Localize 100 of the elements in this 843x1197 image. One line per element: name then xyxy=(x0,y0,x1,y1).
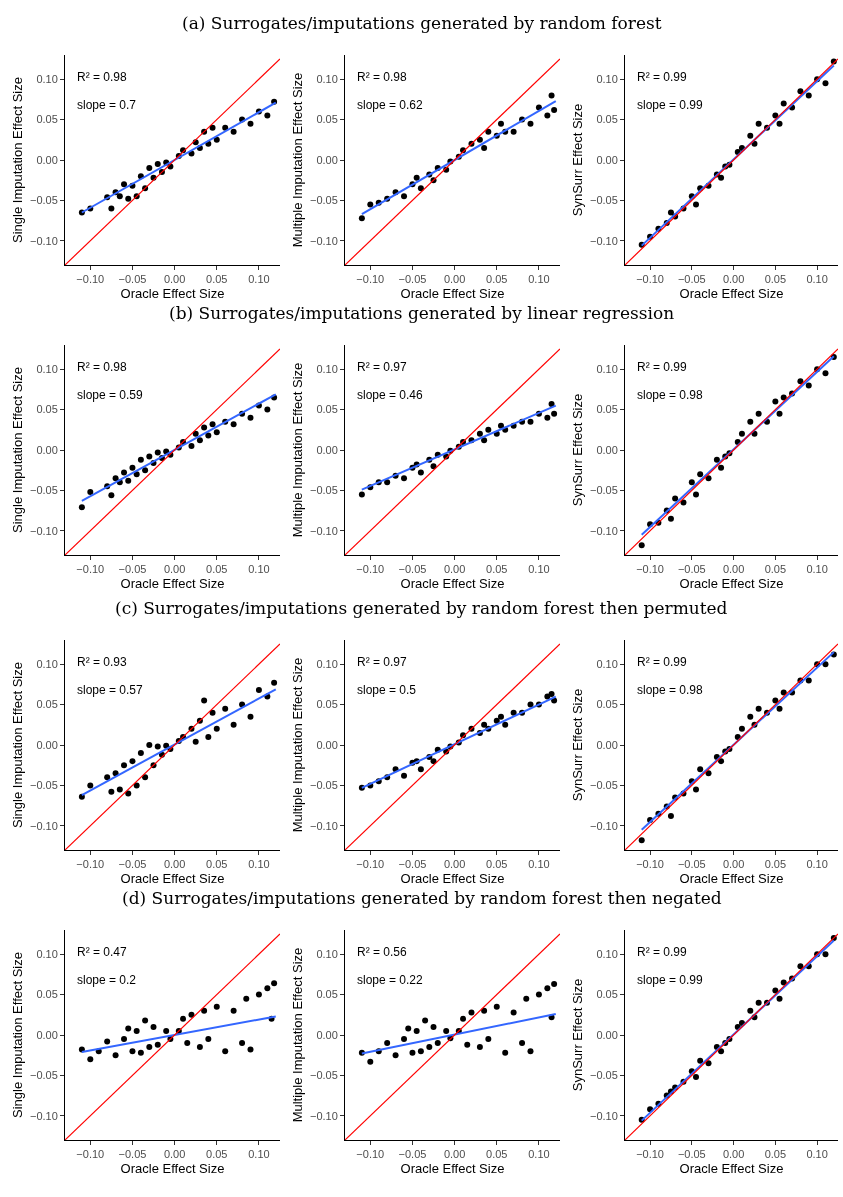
annotation: slope = 0.2 xyxy=(77,973,137,987)
x-tick-label: −0.05 xyxy=(677,858,706,871)
annotation: slope = 0.7 xyxy=(77,98,137,112)
x-tick-label: −0.10 xyxy=(356,563,385,576)
x-tick-label: −0.10 xyxy=(76,273,105,286)
x-axis-title: Oracle Effect Size xyxy=(400,870,505,886)
y-axis-title: SynSurr Effect Size xyxy=(569,103,585,217)
x-tick-label: 0.00 xyxy=(443,273,466,286)
annotation: R² = 0.99 xyxy=(637,655,688,669)
y-tick-label: 0.10 xyxy=(596,363,618,376)
x-tick-label: −0.10 xyxy=(636,858,664,871)
x-axis-title: Oracle Effect Size xyxy=(400,575,505,591)
y-tick-label: −0.10 xyxy=(29,524,58,537)
x-tick-label: 0.10 xyxy=(806,273,828,286)
annotation: R² = 0.98 xyxy=(77,70,128,84)
x-axis-title: Oracle Effect Size xyxy=(120,1160,225,1176)
y-axis-title: SynSurr Effect Size xyxy=(569,688,585,802)
y-tick-label: 0.10 xyxy=(316,658,338,671)
y-tick-label: 0.00 xyxy=(36,153,58,166)
x-tick-label: −0.05 xyxy=(398,858,427,871)
x-axis-title: Oracle Effect Size xyxy=(679,870,784,886)
x-tick-label: 0.05 xyxy=(206,563,228,576)
x-tick-label: 0.10 xyxy=(806,858,828,871)
x-tick-label: −0.05 xyxy=(398,563,427,576)
y-tick-label: 0.05 xyxy=(36,403,58,416)
x-tick-label: 0.00 xyxy=(443,858,466,871)
y-axis-title: Multiple Imputation Effect Size xyxy=(289,657,305,833)
x-tick-label: 0.00 xyxy=(163,273,186,286)
y-tick-label: −0.05 xyxy=(29,194,58,207)
y-tick-label: −0.05 xyxy=(309,779,338,792)
y-tick-label: 0.05 xyxy=(596,988,618,1001)
x-axis-title: Oracle Effect Size xyxy=(679,1160,784,1176)
y-tick-label: 0.00 xyxy=(316,738,338,751)
y-tick-label: −0.10 xyxy=(309,524,338,537)
y-tick-label: 0.00 xyxy=(596,738,618,751)
y-tick-label: −0.10 xyxy=(589,819,618,832)
x-tick-label: −0.05 xyxy=(118,858,147,871)
y-tick-label: 0.05 xyxy=(316,988,338,1001)
y-tick-label: −0.05 xyxy=(309,1069,338,1082)
y-tick-label: −0.10 xyxy=(29,819,58,832)
x-tick-label: 0.10 xyxy=(806,1148,828,1161)
y-tick-label: 0.00 xyxy=(596,1028,618,1041)
x-axis-title: Oracle Effect Size xyxy=(120,285,225,301)
x-tick-label: −0.05 xyxy=(118,563,147,576)
x-tick-label: 0.05 xyxy=(486,858,508,871)
annotation: R² = 0.56 xyxy=(357,945,408,959)
annotation: R² = 0.99 xyxy=(637,360,688,374)
y-tick-label: 0.10 xyxy=(596,948,618,961)
y-tick-label: 0.00 xyxy=(596,443,618,456)
x-tick-label: 0.10 xyxy=(528,273,550,286)
y-tick-label: 0.10 xyxy=(36,658,58,671)
annotation: slope = 0.22 xyxy=(357,973,424,987)
x-tick-label: −0.10 xyxy=(636,1148,664,1161)
y-tick-label: −0.10 xyxy=(309,1109,338,1122)
y-tick-label: 0.05 xyxy=(316,113,338,126)
x-tick-label: 0.05 xyxy=(486,563,508,576)
y-tick-label: 0.00 xyxy=(36,443,58,456)
annotation: slope = 0.98 xyxy=(637,388,704,402)
x-tick-label: −0.05 xyxy=(118,273,147,286)
x-tick-label: 0.10 xyxy=(806,563,828,576)
y-tick-label: −0.05 xyxy=(589,484,618,497)
y-tick-label: 0.00 xyxy=(596,153,618,166)
y-tick-label: −0.10 xyxy=(589,524,618,537)
x-tick-label: 0.00 xyxy=(443,563,466,576)
y-tick-label: 0.05 xyxy=(596,113,618,126)
x-tick-label: −0.10 xyxy=(76,858,105,871)
x-tick-label: 0.10 xyxy=(248,273,270,286)
y-tick-label: 0.05 xyxy=(596,698,618,711)
annotation: R² = 0.98 xyxy=(77,360,128,374)
y-tick-label: 0.10 xyxy=(316,73,338,86)
x-tick-label: −0.10 xyxy=(356,273,385,286)
x-tick-label: −0.05 xyxy=(398,273,427,286)
y-tick-label: 0.05 xyxy=(36,698,58,711)
text: (b) Surrogates/imputations generated by linear regression xyxy=(169,303,675,323)
x-tick-label: 0.00 xyxy=(443,1148,466,1161)
y-tick-label: −0.05 xyxy=(589,1069,618,1082)
y-tick-label: −0.05 xyxy=(589,779,618,792)
x-tick-label: 0.10 xyxy=(528,1148,550,1161)
y-axis-title: Single Imputation Effect Size xyxy=(9,367,25,533)
x-tick-label: 0.05 xyxy=(486,1148,508,1161)
x-tick-label: 0.05 xyxy=(764,858,787,871)
y-tick-label: −0.10 xyxy=(29,1109,58,1122)
x-tick-label: 0.00 xyxy=(722,858,745,871)
y-axis-title: SynSurr Effect Size xyxy=(569,978,585,1092)
annotation: R² = 0.98 xyxy=(357,70,408,84)
y-tick-label: 0.05 xyxy=(316,698,338,711)
text: (d) Surrogates/imputations generated by random forest then negated xyxy=(122,888,722,908)
y-tick-label: −0.05 xyxy=(29,484,58,497)
annotation: slope = 0.5 xyxy=(357,683,417,697)
x-axis-title: Oracle Effect Size xyxy=(400,285,505,301)
y-axis-title: Multiple Imputation Effect Size xyxy=(289,72,305,248)
annotation: R² = 0.97 xyxy=(357,360,408,374)
y-tick-label: 0.00 xyxy=(316,443,338,456)
x-tick-label: 0.00 xyxy=(722,1148,745,1161)
x-tick-label: −0.10 xyxy=(356,858,385,871)
x-tick-label: 0.05 xyxy=(206,858,228,871)
y-tick-label: 0.00 xyxy=(316,1028,338,1041)
x-tick-label: 0.00 xyxy=(163,1148,186,1161)
x-tick-label: −0.10 xyxy=(636,563,664,576)
y-tick-label: 0.10 xyxy=(36,363,58,376)
